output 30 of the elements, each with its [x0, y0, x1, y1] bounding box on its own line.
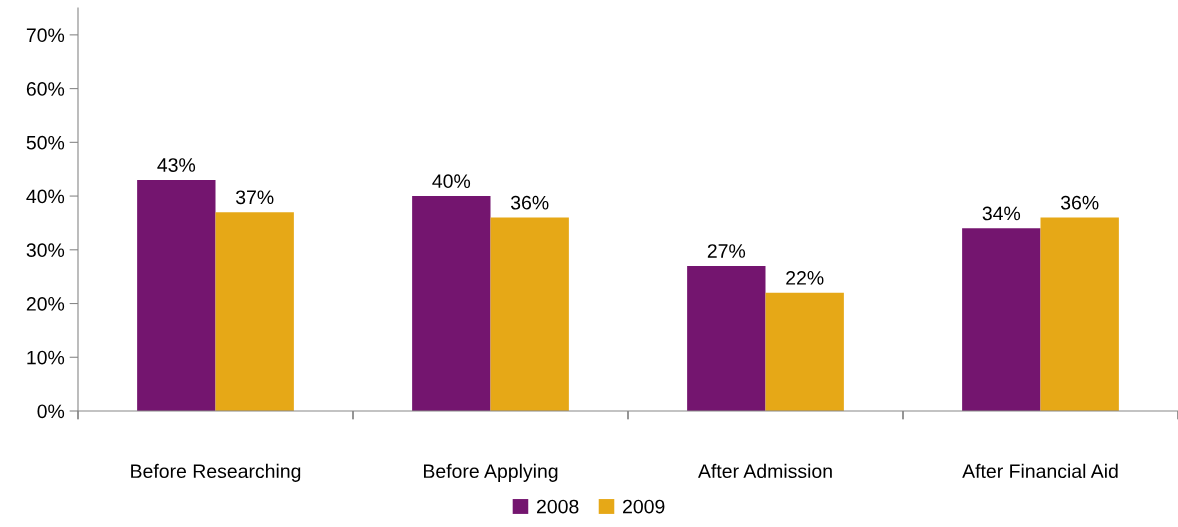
data-label: 37% [235, 190, 274, 205]
bar [412, 196, 491, 411]
bar [215, 212, 294, 411]
data-label: 43% [157, 158, 196, 172]
x-tick-label: After Admission [698, 463, 832, 479]
bar [1040, 217, 1119, 411]
legend-label: 2008 [537, 499, 579, 514]
y-tick-label: 70% [26, 28, 65, 43]
data-label: 36% [1060, 195, 1099, 210]
bar [490, 217, 569, 411]
data-label: 36% [510, 195, 549, 210]
bar [137, 179, 216, 411]
y-tick-label: 20% [26, 297, 65, 311]
legend-label: 2009 [623, 499, 665, 514]
y-tick-label: 60% [26, 82, 65, 96]
data-label: 22% [786, 271, 824, 285]
y-tick-label: 10% [27, 350, 65, 365]
y-tick-label: 40% [26, 189, 65, 204]
x-tick-label: After Financial Aid [962, 463, 1118, 479]
bar [765, 292, 844, 411]
x-tick-label: Before Researching [131, 463, 301, 482]
y-tick-label: 50% [26, 135, 65, 150]
x-tick-label: Before Applying [423, 463, 558, 482]
y-tick-label: 30% [26, 243, 65, 258]
bar [962, 228, 1041, 411]
data-label: 40% [432, 174, 471, 189]
y-tick-label: 0% [37, 404, 65, 419]
bar [687, 265, 766, 411]
data-label: 27% [707, 244, 746, 258]
data-label: 34% [982, 206, 1021, 221]
